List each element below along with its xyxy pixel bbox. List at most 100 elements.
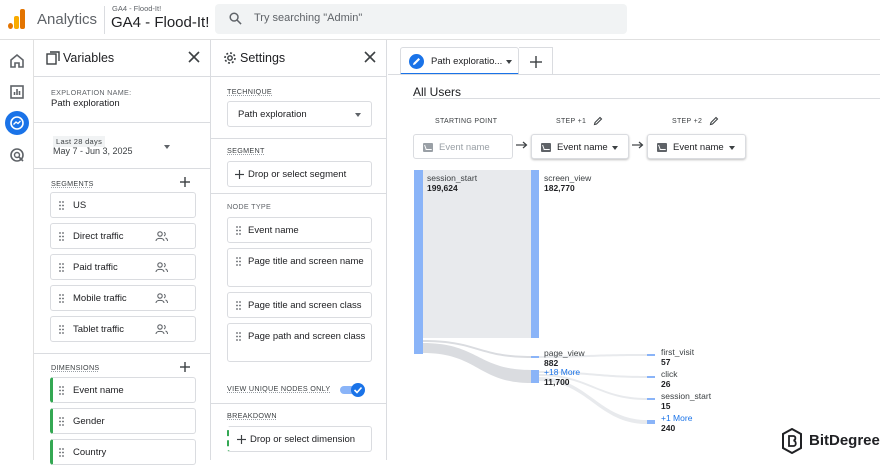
- selector-text: Event name: [557, 142, 608, 153]
- advertising-icon[interactable]: [8, 146, 26, 164]
- node-type-text: Page title and screen class: [248, 300, 362, 311]
- technique-select[interactable]: Path exploration: [227, 101, 372, 127]
- divider: [211, 138, 386, 139]
- dimension-label: Gender: [73, 416, 105, 427]
- path-flows: [423, 170, 647, 424]
- node-label: first_visit: [661, 347, 695, 357]
- segment-chip-tablet-traffic[interactable]: Tablet traffic: [50, 316, 196, 342]
- dimension-label: Event name: [73, 385, 124, 396]
- node-type-page-title-screen-name[interactable]: Page title and screen name: [227, 248, 372, 287]
- edit-pencil-icon[interactable]: [709, 116, 719, 126]
- more-nodes-link[interactable]: +18 More: [544, 367, 581, 377]
- step-2-selector[interactable]: Event name: [647, 134, 746, 159]
- node-bar-screen-view[interactable]: [531, 170, 539, 338]
- property-selector[interactable]: GA4 - Flood-It!: [111, 14, 210, 31]
- close-icon[interactable]: [364, 51, 376, 63]
- breakdown-label: BREAKDOWN: [227, 411, 277, 420]
- reports-icon[interactable]: [8, 83, 26, 101]
- node-type-page-path-screen-class[interactable]: Page path and screen class: [227, 323, 372, 362]
- more-nodes-link[interactable]: +1 More: [661, 413, 693, 423]
- divider: [34, 122, 210, 123]
- segment-chip-us[interactable]: US: [50, 192, 196, 218]
- node-bar-more-step2[interactable]: [647, 420, 655, 424]
- segment-underline: [413, 98, 880, 99]
- node-value: 15: [661, 401, 671, 411]
- drag-handle-icon[interactable]: [236, 301, 241, 310]
- explore-icon[interactable]: [5, 111, 29, 135]
- flow-start-to-screen-view: [423, 170, 531, 338]
- segment-drop-zone[interactable]: Drop or select segment: [227, 161, 372, 187]
- variables-title: Variables: [63, 51, 115, 65]
- node-type-text: Event name: [248, 225, 299, 236]
- node-bar-click[interactable]: [647, 376, 655, 378]
- node-type-label: NODE TYPE: [227, 202, 272, 211]
- users-icon: [155, 262, 168, 273]
- node-type-event-name[interactable]: Event name: [227, 217, 372, 243]
- starting-point-selector[interactable]: Event name: [413, 134, 513, 159]
- node-bar-session-start[interactable]: [414, 170, 423, 354]
- drag-handle-icon[interactable]: [59, 417, 64, 426]
- drag-handle-icon[interactable]: [59, 448, 64, 457]
- search-icon: [229, 12, 242, 25]
- dimension-chip-event-name[interactable]: Event name: [50, 377, 196, 403]
- variables-header: Variables: [34, 40, 210, 77]
- segment-chip-paid-traffic[interactable]: Paid traffic: [50, 254, 196, 280]
- node-bar-first-visit[interactable]: [647, 354, 655, 356]
- check-icon: [353, 386, 363, 394]
- chevron-down-icon[interactable]: [506, 60, 512, 64]
- column-header-step-2: STEP +2: [672, 118, 703, 125]
- plus-icon: [237, 435, 246, 444]
- drag-handle-icon[interactable]: [59, 232, 64, 241]
- home-icon[interactable]: [8, 52, 26, 70]
- date-range-value: May 7 - Jun 3, 2025: [53, 146, 133, 156]
- node-bar-page-view[interactable]: [531, 356, 539, 358]
- node-label: screen_view: [544, 173, 592, 183]
- node-type-text: Page title and screen name: [248, 256, 364, 267]
- segment-chip-mobile-traffic[interactable]: Mobile traffic: [50, 285, 196, 311]
- node-bar-more[interactable]: [531, 370, 539, 383]
- dimension-chip-country[interactable]: Country: [50, 439, 196, 465]
- node-type-text: Page path and screen class: [248, 331, 366, 342]
- dimension-label: Country: [73, 447, 107, 458]
- drag-handle-icon[interactable]: [59, 201, 64, 210]
- node-type-page-title-screen-class[interactable]: Page title and screen class: [227, 292, 372, 318]
- node-value: 199,624: [427, 183, 458, 193]
- variables-icon: [46, 51, 60, 65]
- settings-title: Settings: [240, 51, 286, 65]
- dimension-chip-gender[interactable]: Gender: [50, 408, 196, 434]
- flow-more-to-click: [539, 371, 647, 378]
- tab-path-exploration[interactable]: Path exploratio...: [400, 47, 519, 75]
- watermark: BitDegree: [781, 428, 880, 454]
- drag-handle-icon[interactable]: [59, 294, 64, 303]
- breakdown-drop-zone[interactable]: Drop or select dimension: [227, 426, 372, 452]
- dimensions-label: DIMENSIONS: [51, 363, 100, 372]
- segment-label: Direct traffic: [73, 231, 124, 242]
- drag-handle-icon[interactable]: [236, 226, 241, 235]
- segments-label: SEGMENTS: [51, 179, 94, 188]
- add-segment-plus-icon[interactable]: [180, 177, 190, 187]
- segment-chip-direct-traffic[interactable]: Direct traffic: [50, 223, 196, 249]
- step-1-selector[interactable]: Event name: [531, 134, 629, 159]
- gear-icon: [224, 52, 236, 64]
- exploration-name-input[interactable]: Path exploration: [51, 98, 120, 109]
- close-icon[interactable]: [188, 51, 200, 63]
- add-dimension-plus-icon[interactable]: [180, 362, 190, 372]
- drag-handle-icon[interactable]: [59, 386, 64, 395]
- analytics-logo-icon[interactable]: [8, 9, 26, 29]
- node-value: 182,770: [544, 183, 575, 193]
- property-account[interactable]: GA4 - Flood-It!: [112, 4, 162, 13]
- segment-drop-text: Drop or select segment: [248, 169, 347, 180]
- drag-handle-icon[interactable]: [236, 257, 241, 266]
- segment-label: Tablet traffic: [73, 324, 125, 335]
- drag-handle-icon[interactable]: [59, 263, 64, 272]
- segment-label: US: [73, 200, 87, 211]
- drag-handle-icon[interactable]: [59, 325, 64, 334]
- node-label: session_start: [661, 391, 712, 401]
- drag-handle-icon[interactable]: [236, 332, 241, 341]
- node-bar-session-start-step2[interactable]: [647, 398, 655, 400]
- variables-panel: Variables EXPLORATION NAME: Path explora…: [34, 40, 211, 465]
- technique-value: Path exploration: [238, 109, 307, 120]
- edit-pencil-icon[interactable]: [593, 116, 603, 126]
- unique-nodes-toggle[interactable]: [340, 383, 365, 397]
- search-bar[interactable]: Try searching "Admin": [215, 4, 627, 34]
